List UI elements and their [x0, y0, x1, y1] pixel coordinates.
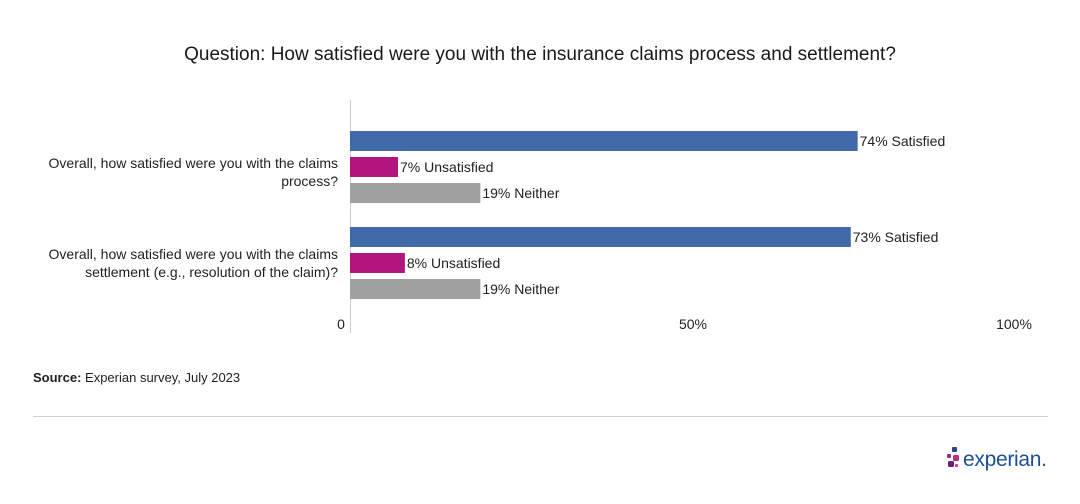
bar-chart: 74% Satisfied 7% Unsatisfied 19% Neither 73… — [337, 100, 1032, 333]
bar-satisfied-0 — [350, 131, 858, 151]
experian-logo-wordmark: experian. — [963, 448, 1047, 471]
bar-unsatisfied-1 — [350, 253, 405, 273]
data-label-satisfied-0: 74% Satisfied — [860, 133, 946, 149]
x-tick-label-100: 100% — [996, 316, 1032, 332]
experian-logo: experian. — [946, 446, 1056, 476]
category-label-process: Overall, how satisfied were you with the… — [48, 155, 338, 189]
bar-neither-1 — [350, 279, 481, 299]
category-label-settlement: Overall, how satisfied were you with the… — [48, 246, 338, 280]
chart-title: Question: How satisfied were you with th… — [184, 44, 896, 65]
bar-neither-0 — [350, 183, 481, 203]
data-label-unsatisfied-1: 8% Unsatisfied — [407, 255, 500, 271]
source-text: Experian survey, July 2023 — [81, 370, 241, 385]
source-note: Source: Experian survey, July 2023 — [33, 370, 240, 385]
x-tick-label-0: 0 — [337, 316, 345, 332]
data-label-unsatisfied-0: 7% Unsatisfied — [400, 159, 493, 175]
source-label: Source: — [33, 370, 82, 385]
data-label-neither-0: 19% Neither — [482, 185, 559, 201]
footer-divider — [33, 416, 1048, 417]
bar-satisfied-1 — [350, 227, 851, 247]
bar-unsatisfied-0 — [350, 157, 399, 177]
data-label-neither-1: 19% Neither — [482, 281, 559, 297]
experian-logo-icon — [947, 447, 959, 467]
data-label-satisfied-1: 73% Satisfied — [853, 229, 939, 245]
x-tick-label-50: 50% — [679, 316, 707, 332]
